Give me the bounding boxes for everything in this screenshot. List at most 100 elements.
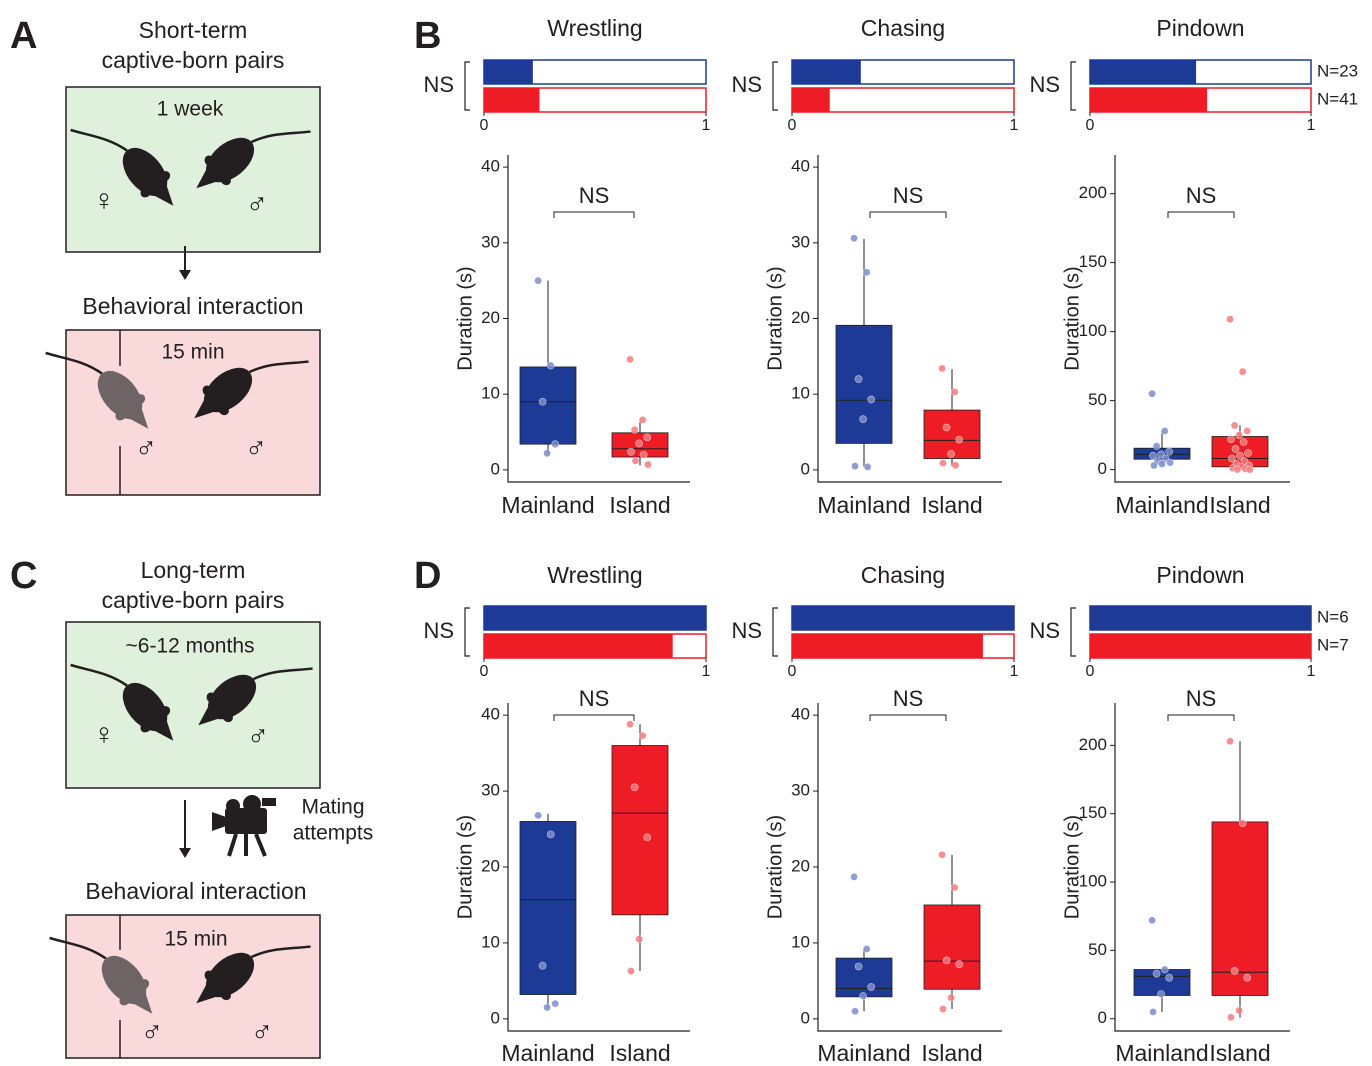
- data-point: [1150, 461, 1158, 470]
- housing-box: [65, 86, 321, 253]
- data-point: [1165, 973, 1174, 982]
- x-tick-label: 1: [702, 117, 711, 134]
- data-point: [635, 439, 643, 448]
- proportion-bar: [792, 634, 983, 658]
- proportion-bar: [1090, 634, 1311, 658]
- y-tick-label: 20: [481, 856, 500, 875]
- annotation: NS: [579, 183, 610, 208]
- data-point: [1227, 435, 1235, 444]
- panel-letter: C: [10, 555, 37, 597]
- data-point: [1158, 460, 1166, 468]
- x-tick-label: Island: [1209, 1040, 1270, 1066]
- data-point: [939, 1005, 947, 1013]
- x-tick-label: Mainland: [1115, 492, 1208, 518]
- x-tick-label: 0: [1086, 117, 1095, 134]
- interaction-label: Behavioral interaction: [82, 293, 303, 319]
- annotation: NS: [893, 183, 924, 208]
- panel-c: C Long-term captive-born pairs ~6-12 mon…: [10, 555, 373, 1059]
- y-tick-label: 20: [791, 856, 810, 875]
- sex-symbol: ♀: [93, 718, 116, 751]
- annotation: NS: [1186, 686, 1217, 711]
- x-tick-label: Island: [609, 492, 670, 518]
- data-point: [1148, 916, 1156, 925]
- x-tick-label: Mainland: [1115, 1040, 1208, 1066]
- x-tick-label: 1: [1307, 663, 1316, 680]
- proportion-bar: [484, 88, 540, 112]
- box: [923, 904, 981, 990]
- x-tick-label: 0: [1086, 663, 1095, 680]
- y-tick-label: 20: [791, 308, 810, 327]
- box: [519, 366, 577, 445]
- data-point: [1238, 819, 1247, 828]
- y-tick-label: 40: [481, 157, 500, 176]
- axis-line: [507, 703, 690, 1032]
- annotation: NS: [731, 72, 762, 97]
- bar-label: N=7: [1317, 635, 1349, 654]
- data-point: [543, 1003, 551, 1012]
- arena-box: [65, 914, 321, 1059]
- significance-bracket: [1167, 211, 1235, 218]
- data-point: [1235, 1006, 1243, 1015]
- x-tick-label: Island: [1209, 492, 1270, 518]
- box: [1211, 821, 1269, 996]
- significance-bracket: [869, 714, 947, 721]
- box: [519, 821, 577, 995]
- y-axis-label: Duration (s): [454, 815, 476, 919]
- interaction-label: Behavioral interaction: [85, 878, 306, 904]
- axis-line: [507, 155, 690, 483]
- data-point: [627, 447, 635, 456]
- axis-line: [1114, 155, 1290, 483]
- data-point: [947, 450, 955, 458]
- data-point: [854, 375, 863, 383]
- y-tick-label: 100: [1079, 872, 1107, 891]
- panel-letter: B: [414, 15, 441, 57]
- annotation: NS: [423, 72, 454, 97]
- y-axis-label: Duration (s): [764, 266, 786, 370]
- data-point: [862, 268, 871, 277]
- x-tick-label: Mainland: [501, 492, 594, 518]
- panel-letter: D: [414, 555, 441, 597]
- y-axis-label: Duration (s): [1061, 815, 1083, 919]
- proportion-bar: [1090, 60, 1197, 84]
- y-tick-label: 30: [791, 781, 810, 800]
- y-tick-label: 0: [801, 459, 810, 478]
- data-point: [1227, 1013, 1235, 1022]
- sex-symbol: ♂: [247, 720, 270, 753]
- data-point: [1226, 737, 1234, 746]
- bar-label: N=23: [1317, 61, 1358, 80]
- data-point: [534, 811, 542, 820]
- data-point: [626, 720, 634, 729]
- data-point: [546, 361, 555, 370]
- x-tick-label: 0: [788, 117, 797, 134]
- bracket: [464, 61, 470, 111]
- axis-line: [817, 703, 1002, 1032]
- significance-bracket: [553, 714, 635, 721]
- data-point: [1148, 389, 1156, 398]
- y-tick-label: 0: [801, 1008, 810, 1027]
- data-point: [1152, 969, 1161, 978]
- data-point: [859, 992, 867, 1000]
- data-point: [1236, 451, 1244, 460]
- annotation: NS: [579, 686, 610, 711]
- data-point: [1243, 973, 1252, 982]
- data-point: [938, 364, 946, 373]
- data-point: [1244, 449, 1252, 457]
- diagram-title: captive-born pairs: [102, 587, 285, 613]
- y-tick-label: 100: [1079, 321, 1107, 340]
- chart-title: Chasing: [861, 562, 945, 588]
- data-point: [1157, 990, 1165, 998]
- y-tick-label: 50: [1088, 940, 1107, 959]
- data-point: [850, 234, 858, 243]
- data-point: [635, 935, 643, 944]
- data-point: [644, 460, 652, 469]
- housing-label: ~6-12 months: [126, 635, 255, 658]
- y-tick-label: 0: [491, 459, 500, 478]
- axis-line: [1114, 703, 1290, 1032]
- data-point: [955, 960, 964, 969]
- sex-symbol: ♂: [251, 1016, 274, 1049]
- data-point: [638, 731, 647, 740]
- annotation: NS: [423, 618, 454, 643]
- y-tick-label: 200: [1079, 735, 1107, 754]
- data-point: [942, 956, 951, 965]
- arrow-head: [179, 848, 191, 858]
